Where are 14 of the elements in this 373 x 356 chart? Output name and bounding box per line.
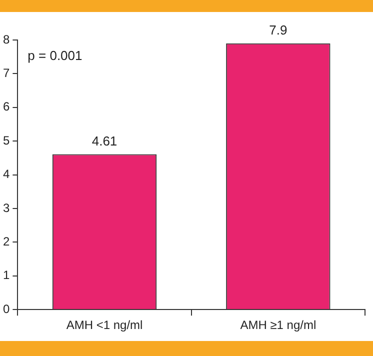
annotation: p = 0.001 [28, 48, 82, 64]
y-tick-label: 8 [2, 32, 10, 46]
x-tick-label: AMH <1 ng/ml [66, 318, 143, 332]
y-tick-label: 2 [2, 234, 10, 249]
x-tick-label: AMH ≥1 ng/ml [240, 318, 316, 332]
y-tick-label: 1 [2, 268, 10, 282]
data-label: 4.61 [92, 133, 118, 148]
y-tick-label: 0 [2, 302, 10, 316]
y-tick-label: 6 [2, 100, 10, 114]
data-label: 7.9 [269, 22, 288, 38]
y-tick-label: 7 [2, 66, 10, 80]
y-tick-label: 5 [2, 133, 10, 148]
y-tick-label: 4 [2, 167, 10, 182]
y-tick-label: 3 [2, 200, 10, 215]
